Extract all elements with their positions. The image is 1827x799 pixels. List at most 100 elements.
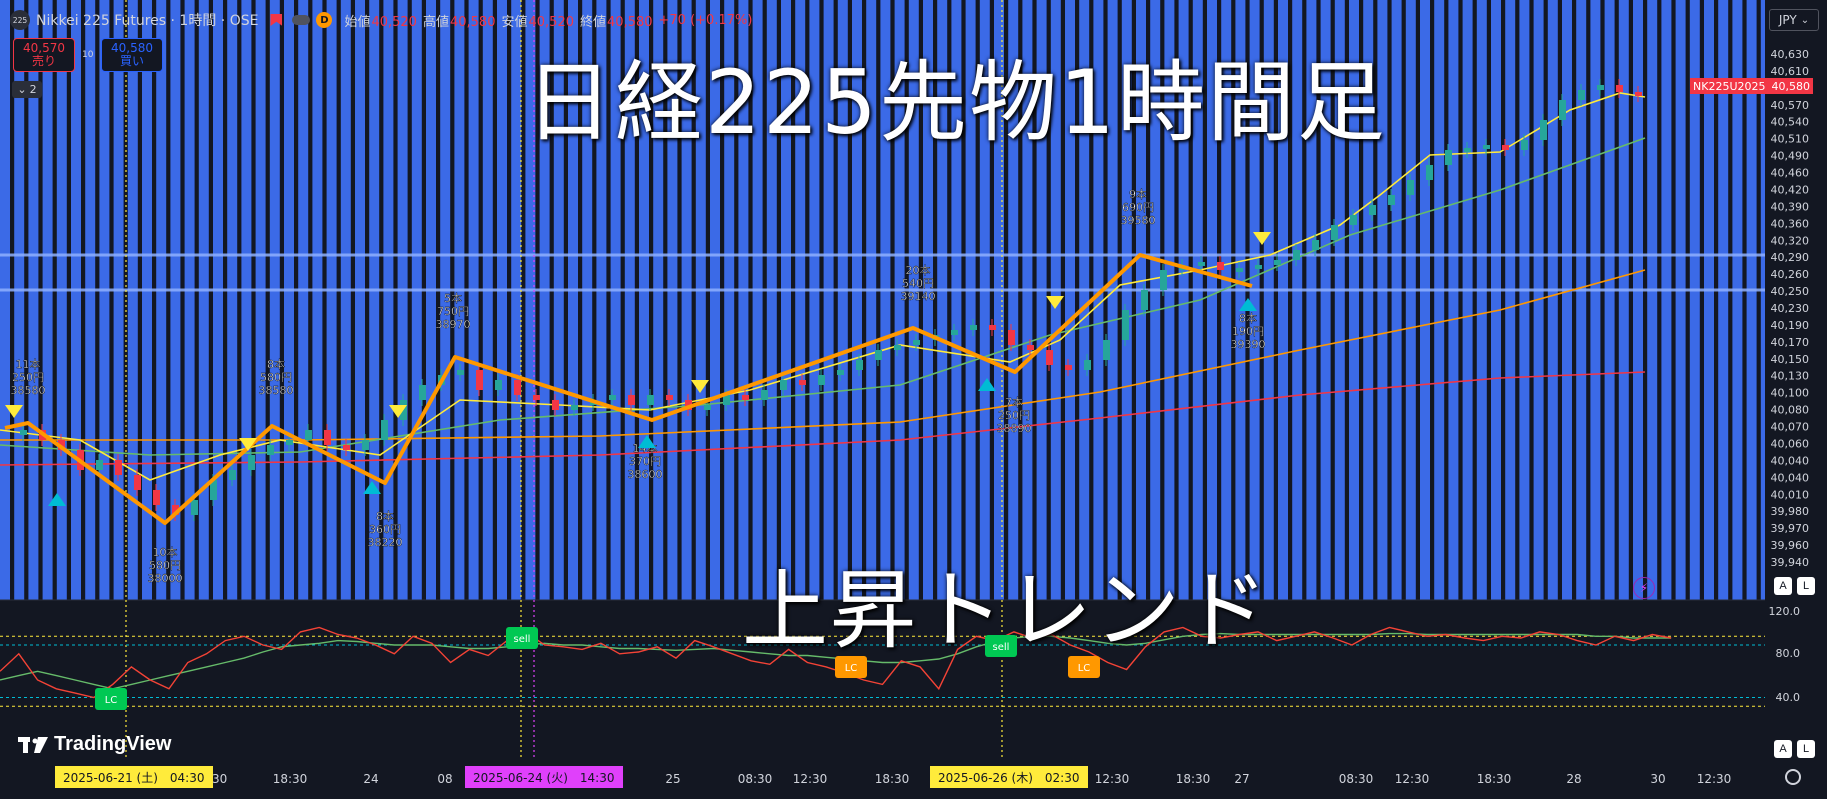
zigzag-annotation: 8本 [267,357,285,371]
background-stripe [1164,0,1175,600]
sell-signal-triangle [1253,232,1271,245]
candle-body [1559,100,1566,120]
auto-scale-button[interactable]: A [1774,577,1792,595]
zigzag-annotation: 38580 [11,384,46,397]
candle-body [1160,270,1167,290]
zigzag-annotation: 38000 [148,572,183,585]
background-stripe [1391,0,1402,600]
candle-body [153,490,160,505]
buy-button[interactable]: 40,580 買い [101,38,163,72]
background-stripe [1306,0,1317,600]
background-stripe [1405,0,1416,600]
symbol-legend: 225 Nikkei 225 Futures · 1時間 · OSE D 始値 4… [0,8,752,32]
zigzag-annotation: 38970 [436,318,471,331]
dividend-badge[interactable]: D [316,12,333,28]
price-axis-label: 40,420 [1771,183,1810,196]
price-axis-label: 39,960 [1771,539,1810,552]
zigzag-annotation: 540円 [902,277,934,290]
osc-log-scale-button[interactable]: L [1797,740,1815,758]
candle-body [362,440,369,450]
price-axis-label: 40,070 [1771,421,1810,434]
background-stripe [667,0,678,600]
lc-signal-box[interactable] [95,688,127,710]
background-stripe [568,0,578,600]
candle-body [267,445,274,455]
flag-icon[interactable] [270,14,283,26]
price-axis-label: 40,290 [1771,251,1810,264]
toggle-visibility-icon[interactable] [292,15,311,25]
candle-body [1293,250,1300,260]
background-stripe [426,0,436,600]
candle-body [1236,268,1243,272]
collapse-indicators-button[interactable]: ⌄ 2 [12,81,42,98]
background-stripe [28,0,39,600]
zigzag-annotation: 8本 [376,509,394,523]
candle-body [704,405,711,410]
background-stripe [1448,0,1459,600]
log-scale-button[interactable]: L [1797,577,1815,595]
time-axis-label: 27 [1234,772,1249,786]
sell-signal-box[interactable] [506,627,538,649]
zigzag-annotation: 9本 [1129,187,1147,201]
candle-body [989,325,996,330]
oscillator-axis-label: 120.0 [1769,605,1801,618]
time-axis-label: 08:30 [738,772,773,786]
last-price-tag: NK225U2025 40,580 [1690,78,1813,94]
sell-button[interactable]: 40,570 売り [13,38,75,72]
price-axis-label: 40,190 [1771,319,1810,332]
buy-signal-triangle [48,493,66,506]
osc-auto-scale-button[interactable]: A [1774,740,1792,758]
background-stripe [1519,0,1530,600]
background-stripe [14,0,25,600]
background-stripe [908,0,919,600]
background-stripe [1065,0,1075,600]
gear-icon[interactable] [1785,769,1801,785]
background-stripe [1207,0,1217,600]
crosshair-date-badge: 2025-06-24 (火) 14:30 [465,766,623,788]
open-label: 始値 [344,14,371,30]
background-stripe [1604,0,1615,600]
candle-body [666,395,673,400]
sell-signal-triangle [1046,296,1064,309]
lc-signal-box[interactable] [835,656,867,678]
candle-body [742,395,749,400]
time-axis-label: 24 [363,772,378,786]
candle-body [324,430,331,445]
candle-body [1426,165,1433,180]
symbol-title[interactable]: Nikkei 225 Futures · 1時間 · OSE [36,13,259,29]
candle-body [457,370,464,375]
candle-body [514,380,521,395]
candle-body [1540,120,1547,140]
background-stripe [1732,0,1743,600]
price-axis-label: 40,460 [1771,167,1810,180]
candle-body [780,380,787,390]
background-stripe [809,0,820,600]
sell-signal-box[interactable] [985,635,1017,657]
currency-select[interactable]: JPY ⌄ [1769,9,1819,31]
background-stripe [795,0,806,600]
ohlc-change: +70 (+0.17%) [658,12,753,28]
time-axis-label: 18:30 [875,772,910,786]
zigzag-annotation: 580円 [260,371,292,384]
close-value: 40,580 [607,14,653,30]
zigzag-annotation: 39390 [1231,338,1266,351]
background-stripe [1505,0,1516,600]
last-price-symbol: NK225U2025 [1693,79,1766,93]
background-stripe [1476,0,1487,600]
sell-signal-label: sell [514,634,531,645]
low-label: 安値 [501,14,528,30]
symbol-logo: 225 [10,10,30,30]
lc-signal-box[interactable] [1068,656,1100,678]
background-stripe [1661,0,1672,600]
sell-signal-triangle [5,405,23,418]
zigzag-annotation: 38600 [628,468,663,481]
background-stripe [170,0,181,600]
background-stripe [1093,0,1104,600]
zigzag-annotation: 11本 [16,357,41,371]
tradingview-logo[interactable]: TradingView [18,733,171,756]
lightning-icon[interactable]: ⚡ [1633,577,1655,599]
background-stripe [695,0,706,600]
background-stripe [241,0,252,600]
background-stripe [1491,0,1501,600]
